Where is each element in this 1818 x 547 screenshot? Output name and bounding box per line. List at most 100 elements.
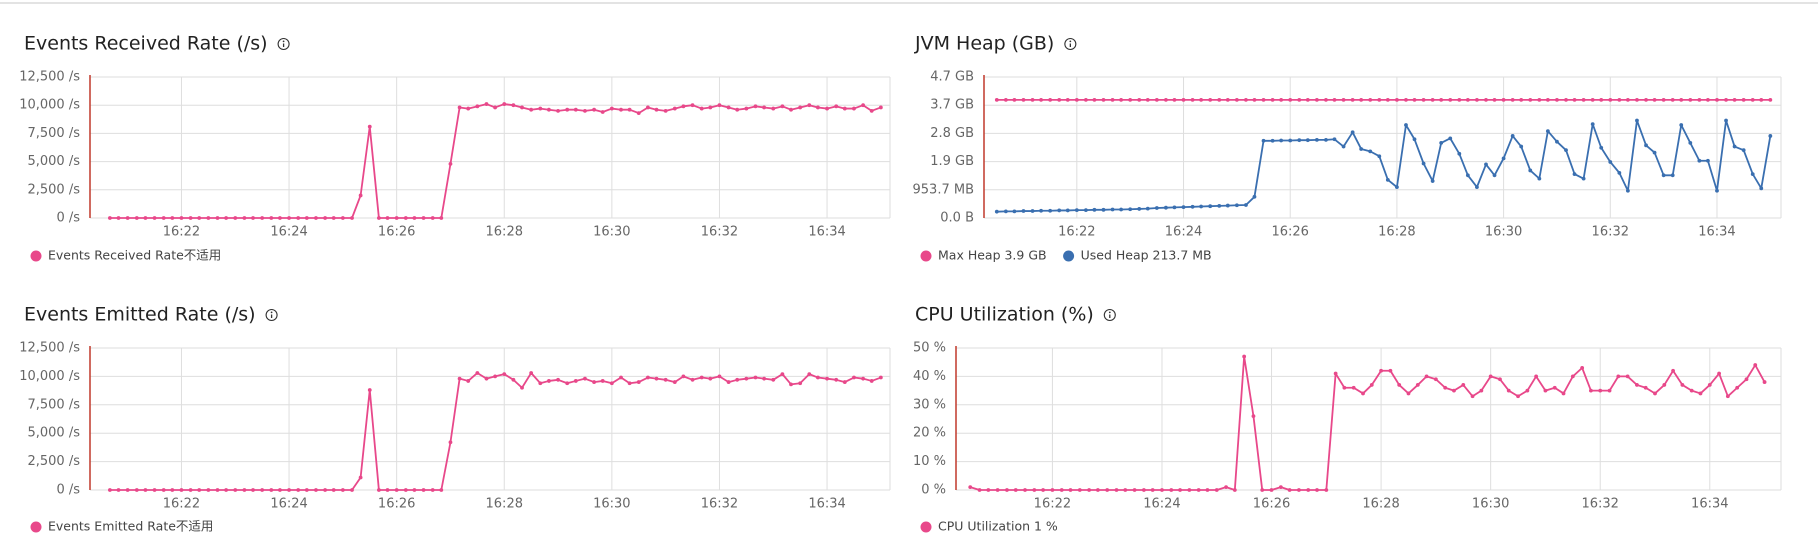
data-point (412, 488, 417, 492)
data-point (1379, 368, 1383, 373)
x-tick-label: 16:30 (593, 497, 630, 512)
data-point (1012, 98, 1017, 102)
data-point (1759, 98, 1764, 102)
data-point (1608, 98, 1613, 102)
y-tick-label: 2.8 GB (930, 126, 974, 141)
x-tick-label: 16:32 (701, 497, 738, 512)
data-point (1361, 391, 1365, 396)
data-point (1368, 98, 1373, 102)
data-point (1534, 374, 1539, 379)
data-point (842, 380, 847, 384)
data-point (1314, 137, 1319, 142)
data-point (1150, 488, 1155, 492)
data-point (260, 488, 265, 492)
data-point (744, 106, 749, 111)
data-point (1214, 488, 1219, 492)
x-tick-label: 16:26 (1271, 225, 1308, 240)
info-icon-dot (282, 40, 285, 43)
data-point (1457, 98, 1462, 102)
data-point (296, 216, 301, 220)
data-point (1697, 158, 1702, 163)
data-point (233, 216, 238, 220)
data-point (1479, 388, 1484, 393)
y-tick-label: 10,000 /s (19, 98, 80, 113)
data-point (1232, 488, 1237, 492)
data-point (1288, 138, 1293, 143)
data-point (1519, 144, 1524, 149)
data-point (484, 376, 489, 381)
data-point (1205, 488, 1210, 492)
data-point (1643, 385, 1648, 390)
data-point (1141, 488, 1146, 492)
data-point (1753, 363, 1758, 367)
x-tick-label: 16:34 (1691, 497, 1728, 512)
data-point (600, 110, 605, 114)
data-point (1662, 383, 1667, 387)
data-point (1424, 374, 1429, 379)
data-point (735, 107, 740, 112)
data-point (1132, 488, 1137, 492)
data-point (1279, 98, 1284, 102)
data-point (1342, 385, 1347, 390)
data-point (1278, 485, 1283, 490)
legend-label: Max Heap 3.9 GB (938, 248, 1047, 263)
data-point (1242, 354, 1247, 359)
data-point (1178, 488, 1182, 492)
data-point (1516, 394, 1520, 399)
data-point (350, 216, 354, 220)
data-point (430, 488, 435, 492)
y-tick-label: 20 % (913, 426, 946, 441)
data-point (1074, 98, 1079, 102)
data-point (1279, 138, 1284, 143)
data-point (627, 107, 632, 112)
data-point (484, 102, 489, 106)
data-point (1297, 138, 1302, 143)
data-point (1032, 488, 1037, 492)
data-point (1717, 371, 1721, 376)
data-point (421, 216, 426, 220)
data-point (493, 105, 498, 110)
data-point (878, 105, 883, 110)
data-point (1768, 98, 1773, 102)
data-point (708, 105, 713, 110)
data-point (1552, 385, 1557, 390)
series-line (996, 119, 1772, 213)
data-point (1261, 138, 1266, 143)
info-icon-dot (1069, 40, 1072, 43)
data-point (1433, 377, 1438, 382)
data-point (1305, 138, 1310, 143)
data-point (1199, 204, 1204, 209)
data-point (1671, 368, 1675, 373)
data-point (1039, 208, 1043, 213)
data-point (825, 106, 829, 111)
data-point (304, 488, 309, 492)
data-point (466, 379, 471, 383)
data-point (1439, 141, 1444, 145)
data-point (717, 103, 722, 108)
x-tick-label: 16:24 (1143, 497, 1180, 512)
data-point (152, 216, 157, 220)
data-point (1415, 383, 1420, 387)
data-point (690, 103, 695, 108)
data-point (1030, 98, 1035, 102)
y-tick-label: 10 % (913, 454, 946, 469)
data-point (125, 216, 130, 220)
data-point (1528, 98, 1533, 102)
data-point (367, 388, 372, 392)
data-point (1021, 209, 1026, 213)
data-point (251, 488, 255, 492)
data-point (430, 216, 435, 220)
data-point (1137, 98, 1142, 102)
data-point (780, 104, 785, 109)
data-point (1430, 179, 1435, 183)
data-point (287, 216, 291, 220)
data-point (1012, 209, 1017, 214)
data-point (1510, 98, 1515, 102)
x-tick-label: 16:28 (486, 225, 523, 240)
data-point (1564, 148, 1568, 153)
data-point (1351, 385, 1356, 390)
data-point (1225, 203, 1230, 208)
data-point (1670, 98, 1675, 102)
data-point (457, 376, 462, 381)
data-point (1697, 98, 1702, 102)
